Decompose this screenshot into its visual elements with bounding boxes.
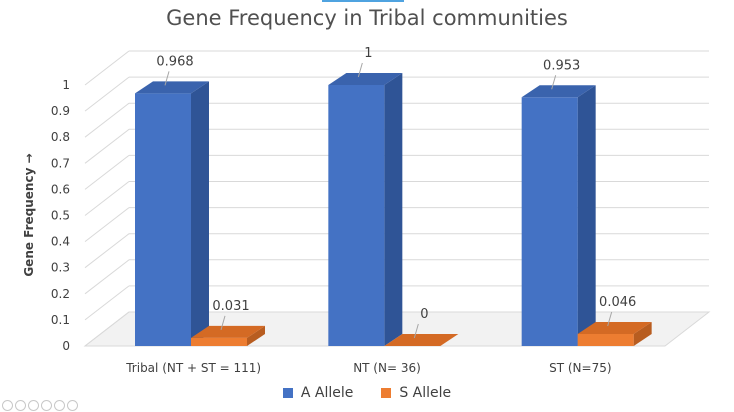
bar-side: [577, 85, 596, 346]
chart-title: Gene Frequency in Tribal communities: [166, 6, 568, 30]
y-tick-label: 1: [62, 78, 70, 92]
x-tick-label: NT (N= 36): [353, 361, 421, 375]
gridline-side: [84, 76, 130, 112]
gridline-side: [84, 311, 130, 347]
legend-label-a-allele: A Allele: [300, 385, 354, 401]
toolbar-icon[interactable]: [67, 400, 78, 411]
bar-side: [633, 321, 652, 346]
data-label-leader: [164, 71, 170, 86]
bar-top: [521, 85, 596, 98]
chart-legend: A Allele S Allele: [0, 385, 734, 401]
gridline-side: [84, 285, 130, 321]
data-label-leader: [413, 323, 419, 339]
slide-toolbar: [2, 400, 78, 411]
data-label: 0: [420, 307, 428, 322]
y-tick-label: 0.6: [51, 182, 70, 196]
y-tick-label: 0.2: [51, 287, 70, 301]
legend-item-s-allele: S Allele: [381, 385, 451, 401]
y-tick-label: 0.5: [51, 209, 70, 223]
y-tick-label: 0.7: [51, 156, 70, 170]
toolbar-icon[interactable]: [28, 400, 39, 411]
gridline-side: [84, 50, 130, 86]
gridline-side: [84, 233, 130, 269]
toolbar-icon[interactable]: [15, 400, 26, 411]
bar-s-allele: [191, 337, 247, 346]
data-label-leader: [607, 311, 613, 327]
y-tick-label: 0.8: [51, 130, 70, 144]
bar-top: [135, 81, 209, 94]
gridline-side: [84, 181, 130, 216]
bar-side: [384, 73, 403, 346]
bar-a-allele: [328, 85, 385, 346]
bar-side: [247, 325, 265, 346]
x-tick-label: ST (N=75): [549, 361, 611, 375]
y-tick-label: 0: [62, 339, 70, 353]
y-tick-label: 0.4: [51, 235, 70, 249]
data-label: 0.953: [543, 58, 580, 73]
bar-a-allele: [135, 93, 191, 347]
bar-top: [577, 321, 652, 334]
gridline-side: [84, 102, 130, 138]
data-label: 0.046: [599, 295, 636, 310]
toolbar-icon[interactable]: [2, 400, 13, 411]
legend-swatch-a-allele: [282, 388, 293, 398]
gridline-side: [84, 128, 130, 164]
gridline-side: [84, 207, 130, 242]
toolbar-icon[interactable]: [54, 400, 65, 411]
gridline-side: [84, 155, 130, 190]
toolbar-icon[interactable]: [41, 400, 52, 411]
data-label: 0.031: [212, 299, 249, 314]
y-tick-label: 0.1: [51, 313, 70, 327]
legend-label-s-allele: S Allele: [399, 385, 452, 401]
bar-side: [191, 81, 209, 347]
bar-s-allele: [577, 333, 634, 346]
data-label-leader: [220, 315, 226, 331]
window-accent-bar: [322, 0, 404, 2]
data-label: 0.968: [156, 54, 193, 69]
legend-swatch-s-allele: [381, 388, 392, 398]
data-label-leader: [551, 75, 557, 90]
data-label: 1: [364, 46, 372, 61]
bar-a-allele: [521, 97, 578, 346]
bar-top: [384, 334, 459, 346]
gridline-side: [84, 259, 130, 295]
y-tick-label: 0.3: [51, 261, 70, 275]
bar-top: [191, 325, 265, 338]
y-tick-label: 0.9: [51, 104, 70, 118]
x-tick-label: Tribal (NT + ST = 111): [125, 361, 261, 375]
data-label-leader: [357, 62, 363, 78]
legend-item-a-allele: A Allele: [282, 385, 354, 401]
bar-top: [328, 73, 403, 85]
